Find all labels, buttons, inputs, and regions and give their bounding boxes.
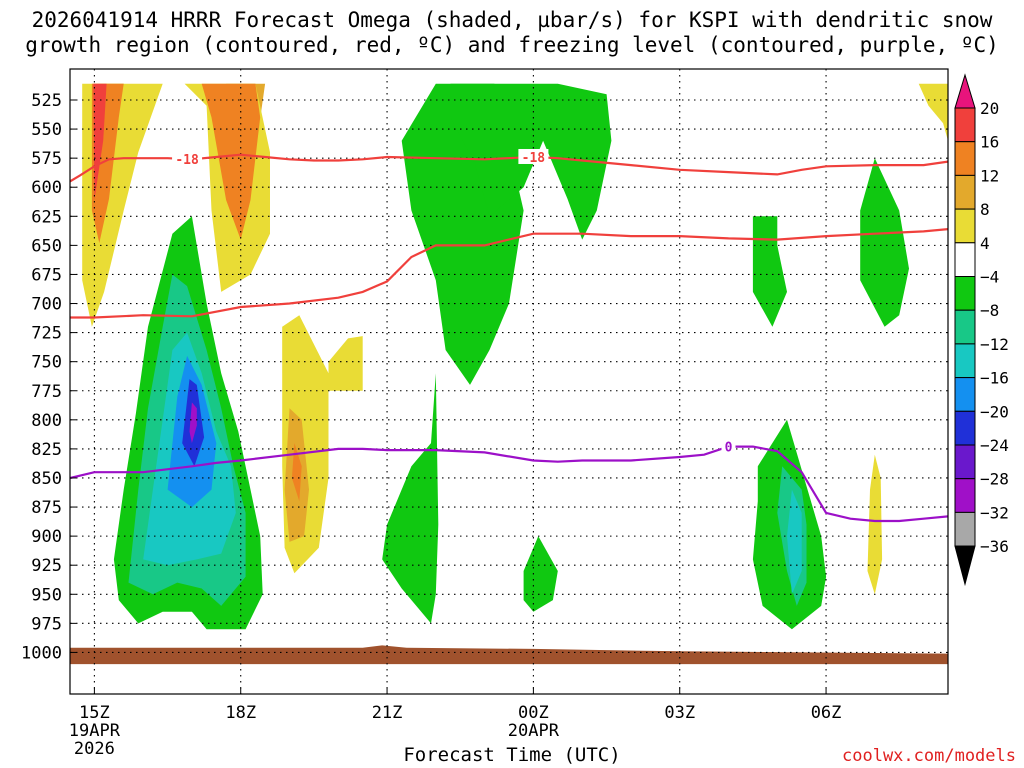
colorbar-swatch-11 [954,444,976,480]
colorbar: 20 16 12 8 4 −4 −8 −12 −16 −20 −24 −28 −32 −36 [954,73,1009,587]
x-axis-title: Forecast Time (UTC) [403,744,621,766]
colorbar-swatch-12 [954,478,976,513]
colorbar-swatch-2 [954,141,976,176]
omega-shading [82,83,948,630]
y-tick-650: 650 [31,236,62,256]
omega-region-17 [523,536,558,612]
x-tick-18: 18Z [225,703,256,723]
y-tick-600: 600 [31,178,62,198]
x-tick-30: 06Z [811,703,842,723]
colorbar-bottom-arrow [954,545,976,587]
colorbar-swatch-3 [954,174,976,210]
omega-region-24 [787,489,802,595]
y-tick-550: 550 [31,120,62,140]
omega-region-10 [291,443,302,502]
colorbar-label-8: −16 [980,369,1009,388]
contour-label-2-0: 0 [725,441,733,456]
omega-region-19 [860,158,909,327]
y-tick-675: 675 [31,265,62,285]
chart-title: 2026041914 HRRR Forecast Omega (shaded, … [0,8,1024,58]
colorbar-top-arrow [954,73,976,109]
pressure-axis: 525 550 575 600 625 650 675 700 725 750 775 800 825 8… [21,91,76,663]
x-tick-27: 03Z [664,703,695,723]
omega-region-27 [189,402,197,444]
omega-region-6 [93,83,107,200]
y-tick-625: 625 [31,207,62,227]
contour-line-2 [70,445,948,523]
ground-fill [70,645,948,665]
colorbar-swatch-6 [954,276,976,311]
colorbar-swatch-8 [954,343,976,379]
colorbar-label-13: −36 [980,537,1009,556]
colorbar-label-11: −28 [980,470,1009,489]
colorbar-label-5: −4 [980,268,999,287]
omega-region-11 [918,83,948,141]
contour-label-0-0: -18 [175,153,199,168]
colorbar-swatch-4 [954,208,976,244]
y-tick-700: 700 [31,295,62,315]
contour-label-bg-0-0 [172,151,203,167]
chart-title-line2: growth region (contoured, red, ºC) and f… [25,33,999,57]
y-tick-775: 775 [31,382,62,402]
colorbar-label-10: −24 [980,436,1009,455]
ground-layer [70,645,948,665]
colorbar-swatch-5 [954,242,976,278]
colorbar-label-12: −32 [980,503,1009,522]
y-tick-750: 750 [31,353,62,373]
contour-label-bg-2-0 [721,438,736,454]
y-tick-875: 875 [31,498,62,518]
colorbar-label-3: 8 [980,200,990,219]
y-tick-725: 725 [31,324,62,344]
colorbar-swatch-13 [954,511,976,547]
colorbar-swatch-10 [954,410,976,446]
omega-region-8 [328,336,363,391]
colorbar-label-9: −20 [980,402,1009,421]
y-tick-850: 850 [31,469,62,489]
y-tick-925: 925 [31,556,62,576]
y-tick-950: 950 [31,585,62,605]
y-tick-575: 575 [31,149,62,169]
chart-title-line1: 2026041914 HRRR Forecast Omega (shaded, … [31,8,993,32]
x-tick-date-24: 20APR [508,721,560,741]
source-credit: coolwx.com/models [842,746,1016,766]
x-tick-21: 21Z [372,703,403,723]
y-tick-825: 825 [31,440,62,460]
omega-region-18 [752,216,787,327]
omega-region-12 [867,454,883,595]
colorbar-label-4: 4 [980,234,990,253]
colorbar-swatch-1 [954,107,976,143]
colorbar-label-7: −12 [980,335,1009,354]
y-tick-975: 975 [31,614,62,634]
contour-line-1 [70,228,948,319]
y-tick-800: 800 [31,411,62,431]
colorbar-swatch-7 [954,309,976,345]
contour-label-0-1: -18 [522,151,546,166]
x-tick-15: 15Z [79,703,110,723]
plot-frame [69,68,949,695]
y-tick-1000: 1000 [21,643,62,663]
colorbar-label-6: −8 [980,301,999,320]
colorbar-label-0: 20 [980,99,999,118]
temperature-contours: -18 -18 0 [70,148,948,523]
x-tick-year-15: 2026 [74,739,115,759]
colorbar-label-1: 16 [980,133,999,152]
colorbar-swatch-9 [954,377,976,412]
omega-region-5 [201,83,261,240]
x-tick-24: 00Z [518,703,549,723]
x-tick-date-15: 19APR [69,721,121,741]
omega-region-16 [382,373,439,624]
y-tick-900: 900 [31,527,62,547]
contour-label-bg-0-1 [518,148,549,164]
colorbar-label-2: 12 [980,166,999,185]
contour-line-0 [70,153,948,183]
y-tick-525: 525 [31,91,62,111]
